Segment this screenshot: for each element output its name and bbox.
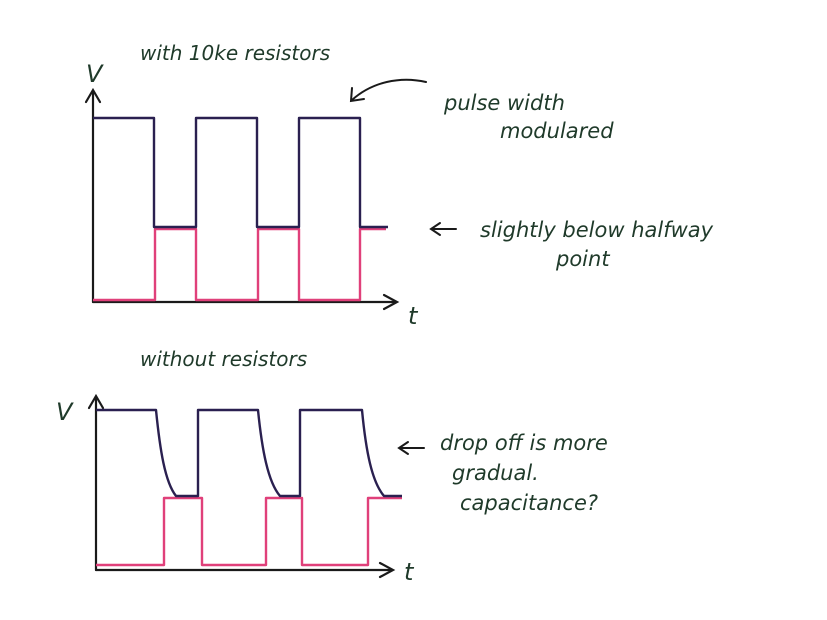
top-navy-trace	[93, 116, 388, 229]
top-title: with 10ke resistors	[140, 41, 330, 65]
curved-arrow-head	[349, 87, 365, 103]
halfway-note-line-1: slightly below halfway	[480, 218, 714, 242]
halfway-note-line-2: point	[555, 247, 610, 271]
top-y-arrow	[84, 87, 102, 104]
top-note-line-2: modulared	[500, 119, 614, 143]
left-arrow-icon	[429, 222, 457, 236]
top-y-label: V	[86, 60, 104, 88]
bottom-y-label: V	[56, 398, 74, 426]
top-pink-trace	[93, 227, 386, 302]
bottom-y-arrow	[87, 393, 105, 410]
bottom-navy-trace	[96, 408, 402, 498]
bottom-note-line-1: drop off is more	[440, 431, 608, 455]
top-x-label: t	[408, 302, 419, 330]
bottom-x-label: t	[404, 558, 415, 586]
left-arrow-icon-2	[397, 441, 425, 455]
curved-arrow-icon	[351, 78, 427, 101]
top-note-line-1: pulse width	[443, 91, 565, 115]
bottom-title: without resistors	[140, 347, 307, 371]
top-x-arrow	[382, 293, 400, 311]
bottom-pink-trace	[96, 496, 402, 567]
bottom-note-line-2: gradual.	[452, 461, 539, 485]
bottom-axes	[87, 393, 396, 579]
top-axes	[84, 87, 400, 311]
bottom-note-line-3: capacitance?	[460, 491, 598, 515]
bottom-x-arrow	[378, 561, 396, 579]
